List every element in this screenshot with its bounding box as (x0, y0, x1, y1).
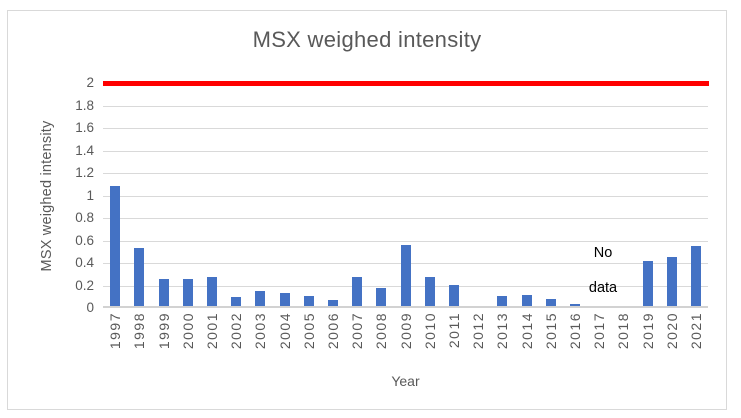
x-tick-label: 2008 (373, 312, 390, 350)
bar-2000 (182, 279, 193, 306)
y-tick-label: 0 (86, 300, 94, 315)
reference-line (103, 81, 709, 86)
x-tick-label: 2020 (663, 312, 680, 350)
no-data-line-1: No (593, 245, 613, 261)
bar-1999 (158, 279, 169, 306)
bar-1997 (110, 185, 121, 306)
bar-2015 (545, 299, 556, 306)
y-tick-label: 1.2 (75, 165, 94, 180)
bar-1998 (134, 247, 145, 306)
y-tick-label: 1.4 (75, 142, 94, 158)
x-tick-label: 2012 (470, 312, 487, 350)
x-tick-label: 2001 (203, 312, 220, 350)
gridline (103, 150, 708, 152)
x-tick-label: 2015 (542, 312, 559, 350)
y-tick-label: 1 (86, 187, 94, 203)
gridline (103, 195, 708, 197)
y-tick-label: 1.8 (75, 97, 94, 113)
x-tick-label: 1999 (155, 312, 172, 350)
chart-title: MSX weighed intensity (252, 27, 482, 52)
bar-2014 (521, 294, 532, 306)
bar-2009 (400, 245, 411, 306)
gridline (103, 173, 708, 174)
bar-2020 (666, 256, 677, 306)
x-tick-label: 2011 (445, 312, 462, 349)
bar-2008 (376, 288, 387, 306)
x-tick-label: 1997 (107, 312, 124, 350)
bar-2013 (497, 295, 508, 306)
bar-2005 (303, 295, 314, 306)
bar-2001 (206, 276, 217, 306)
x-tick-label: 2010 (421, 312, 438, 350)
bar-2010 (424, 276, 435, 306)
x-tick-label: 2000 (179, 312, 196, 350)
x-tick-label: 2006 (324, 312, 341, 350)
y-tick-label: 1.6 (75, 120, 94, 135)
gridline (103, 218, 708, 219)
no-data-annotation: No data (558, 245, 648, 296)
x-tick-label: 2013 (494, 312, 511, 350)
x-tick-label: 2018 (615, 312, 632, 350)
chart-container: MSX weighed intensity MSX weighed intens… (7, 10, 727, 410)
bar-2016 (569, 303, 580, 306)
x-tick-label: 1998 (131, 312, 148, 350)
bar-2003 (255, 291, 266, 306)
bar-2002 (231, 297, 242, 306)
x-tick-label: 2002 (228, 312, 245, 350)
y-tick-label: 0.6 (75, 232, 94, 248)
x-tick-label: 2021 (687, 312, 704, 350)
gridline (103, 240, 708, 242)
x-tick-label: 2005 (300, 312, 317, 350)
y-tick-label: 0.2 (75, 277, 94, 293)
bar-2004 (279, 292, 290, 306)
x-tick-label: 2004 (276, 312, 293, 350)
x-tick-label: 2003 (252, 312, 269, 350)
bar-2019 (642, 261, 653, 306)
bar-2011 (448, 284, 459, 306)
bar-2007 (352, 276, 363, 306)
x-axis-title: Year (391, 373, 420, 389)
gridline (103, 105, 708, 107)
y-tick-label: 2 (86, 75, 94, 90)
bar-2021 (690, 246, 701, 306)
x-tick-label: 2007 (349, 312, 366, 350)
bar-2006 (327, 300, 338, 306)
x-tick-label: 2014 (518, 312, 535, 350)
x-tick-label: 2017 (591, 312, 608, 350)
y-tick-label: 0.4 (75, 255, 94, 270)
y-tick-label: 0.8 (75, 210, 94, 225)
x-tick-label: 2019 (639, 312, 656, 350)
no-data-line-2: data (588, 280, 618, 296)
x-tick-label: 2016 (566, 312, 583, 350)
gridline (103, 128, 708, 129)
x-tick-label: 2009 (397, 312, 414, 350)
